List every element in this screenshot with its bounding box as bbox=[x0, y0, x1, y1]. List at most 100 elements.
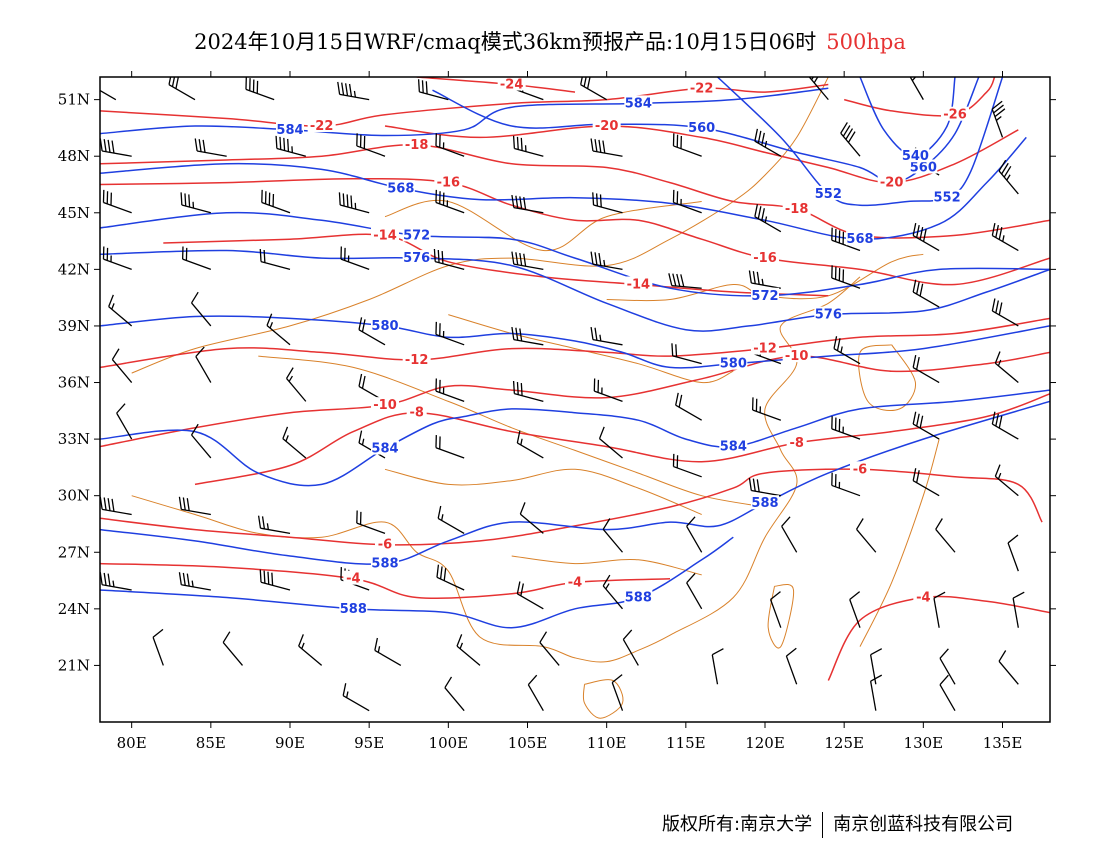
barb-shaft bbox=[580, 84, 607, 101]
barb-feather bbox=[711, 648, 724, 656]
barb-shaft bbox=[994, 475, 1019, 497]
temperature-contour-label-bg bbox=[751, 250, 779, 265]
barb-half-feather bbox=[361, 438, 365, 446]
barb-shaft bbox=[340, 258, 370, 270]
barb-shaft bbox=[752, 409, 782, 421]
barb-feather bbox=[198, 139, 202, 152]
barb-shaft bbox=[514, 147, 544, 157]
height-contour-label-bg bbox=[276, 121, 304, 136]
barb-shaft bbox=[933, 598, 940, 628]
barb-feather bbox=[754, 128, 759, 142]
barb-feather bbox=[870, 648, 883, 656]
temperature-contour-label: -4 bbox=[916, 591, 930, 606]
barb-shaft bbox=[260, 260, 291, 270]
wind-barb bbox=[869, 648, 883, 685]
barb-feather bbox=[425, 81, 428, 94]
lon-tick-label: 95E bbox=[354, 734, 384, 752]
temperature-contour-label-bg bbox=[565, 574, 585, 589]
height-contour-label: 540 bbox=[902, 149, 929, 164]
wind-barb bbox=[102, 189, 132, 214]
barb-feather bbox=[991, 411, 996, 425]
wind-barb bbox=[939, 648, 956, 685]
barb-shaft bbox=[611, 682, 624, 711]
barb-shaft bbox=[374, 649, 402, 666]
barb-feather bbox=[678, 394, 683, 408]
wind-barb bbox=[672, 189, 702, 214]
barb-feather bbox=[908, 64, 916, 73]
wind-barb bbox=[935, 518, 956, 553]
wind-barb bbox=[417, 79, 449, 101]
wind-barb bbox=[358, 317, 386, 346]
temperature-contour-label-bg bbox=[406, 404, 427, 419]
barb-shaft bbox=[358, 329, 386, 346]
barb-shaft bbox=[514, 88, 544, 101]
barb-feather bbox=[994, 464, 1001, 477]
barb-feather bbox=[184, 193, 187, 207]
barb-feather bbox=[912, 222, 917, 236]
barb-shaft bbox=[912, 366, 940, 384]
barb-feather bbox=[512, 380, 516, 394]
wind-barb bbox=[178, 572, 211, 591]
barb-feather bbox=[111, 140, 115, 154]
temperature-contour-label: -24 bbox=[500, 78, 524, 93]
barb-feather bbox=[178, 572, 182, 585]
wind-barb bbox=[285, 367, 307, 402]
barb-feather bbox=[257, 515, 262, 529]
barb-shaft bbox=[592, 338, 623, 346]
barb-feather bbox=[786, 647, 797, 657]
height-contour-label-bg bbox=[901, 148, 930, 163]
height-contour-label: 552 bbox=[934, 191, 961, 206]
barb-feather bbox=[998, 650, 1007, 662]
barb-feather bbox=[152, 628, 164, 638]
barb-shaft bbox=[992, 234, 1019, 252]
temperature-contour-label: -4 bbox=[346, 572, 360, 587]
barb-feather bbox=[437, 249, 440, 263]
barb-shaft bbox=[222, 642, 243, 666]
temperature-contour-label: -14 bbox=[627, 277, 651, 292]
barb-feather bbox=[754, 204, 759, 217]
barb-feather bbox=[171, 77, 176, 87]
wind-barb bbox=[435, 321, 465, 346]
barb-shaft bbox=[751, 282, 781, 289]
barb-shaft bbox=[673, 465, 702, 478]
barb-feather bbox=[845, 128, 854, 140]
barb-feather bbox=[919, 283, 924, 297]
barb-feather bbox=[836, 338, 841, 351]
lon-tick-label: 85E bbox=[196, 734, 226, 752]
height-contours bbox=[100, 77, 1050, 629]
wind-barb bbox=[340, 246, 370, 270]
height-contour-line bbox=[100, 249, 1050, 332]
wind-barb bbox=[672, 133, 702, 157]
barb-half-feather bbox=[377, 646, 381, 653]
height-contour-label-bg bbox=[386, 180, 415, 195]
barb-shaft bbox=[282, 438, 307, 459]
barb-shaft bbox=[182, 258, 212, 270]
barb-feather bbox=[175, 77, 179, 89]
barb-shaft bbox=[514, 392, 544, 403]
wind-barb bbox=[100, 496, 132, 516]
barb-feather bbox=[287, 138, 290, 152]
wind-barb bbox=[261, 189, 291, 214]
wind-barb bbox=[190, 423, 212, 459]
barb-feather bbox=[748, 270, 752, 284]
barb-shaft bbox=[912, 234, 940, 252]
barb-feather bbox=[675, 392, 679, 406]
height-contour-label-bg bbox=[751, 287, 779, 302]
barb-feather bbox=[686, 516, 696, 527]
barb-shaft bbox=[103, 258, 132, 270]
contour-labels: -24-22-22-20-20-18-18-26-16-16-14-14-12-… bbox=[276, 77, 969, 617]
barb-feather bbox=[512, 135, 516, 149]
temperature-contour-line bbox=[100, 83, 829, 127]
barb-shaft bbox=[419, 91, 449, 101]
height-contour-label-bg bbox=[339, 600, 368, 615]
wind-barb bbox=[435, 378, 465, 402]
barb-feather bbox=[811, 77, 815, 81]
barb-shaft bbox=[939, 657, 956, 685]
wind-barb bbox=[754, 128, 782, 157]
barb-shaft bbox=[181, 508, 211, 516]
temperature-contour-label-bg bbox=[751, 340, 779, 355]
barb-feather bbox=[283, 137, 286, 151]
barb-half-feather bbox=[301, 642, 305, 649]
barb-feather bbox=[188, 194, 191, 208]
barb-shaft bbox=[592, 150, 623, 157]
